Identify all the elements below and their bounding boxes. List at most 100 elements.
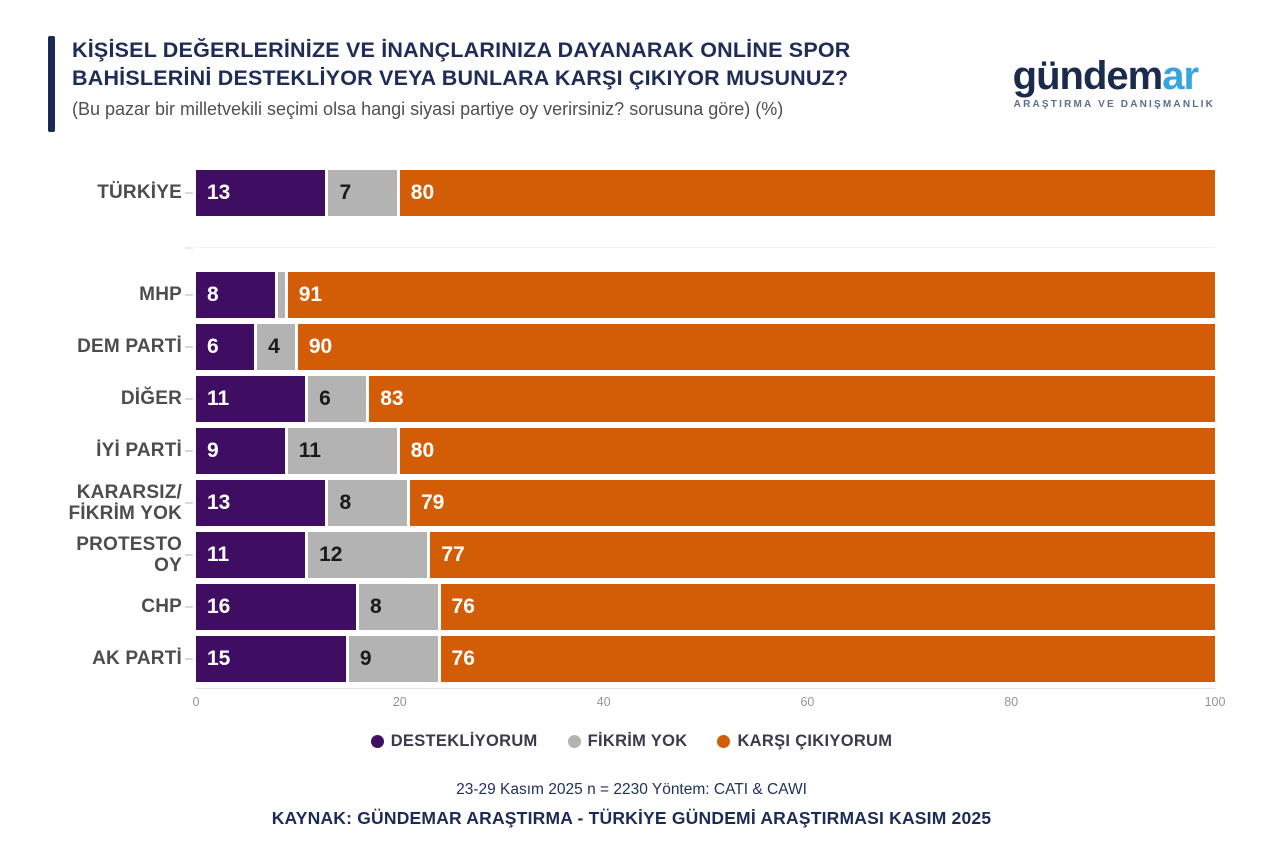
- title-accent-bar: [48, 36, 55, 132]
- bar-value-label: 8: [207, 283, 219, 306]
- bar-value-label: 15: [207, 647, 231, 670]
- bar-value-label: 77: [441, 543, 465, 566]
- bar-value-label: 12: [319, 543, 343, 566]
- bar-value-label: 76: [451, 647, 475, 670]
- legend-label: KARŞI ÇIKIYORUM: [737, 732, 893, 750]
- category-tick: [185, 658, 193, 660]
- bar-segment-destekli-yorum: 13: [196, 170, 329, 216]
- bar-track: 13 8 79: [185, 480, 1215, 526]
- logo-part-blue: ar: [1162, 54, 1199, 98]
- legend-dot-icon: [370, 735, 384, 748]
- category-label: KARARSIZ/FİKRİM YOK: [48, 482, 196, 525]
- category-label-line: DEM PARTİ: [77, 336, 182, 358]
- bar-segment-fi-kri-m-yok: 8: [328, 480, 410, 526]
- bar-value-label: 90: [308, 335, 333, 358]
- legend-label: FİKRİM YOK: [587, 732, 688, 750]
- stacked-bar-chart: TÜRKİYE 13 7 80 MHP 8 91 DEM PARTİ 6 4 90 DİĞ…: [48, 170, 1215, 682]
- chart-row: KARARSIZ/FİKRİM YOK 13 8 79: [48, 480, 1215, 526]
- category-label-line: TÜRKİYE: [97, 182, 182, 204]
- category-label-line: AK PARTİ: [92, 648, 182, 670]
- logo-part-navy: gündem: [1012, 54, 1164, 98]
- bar-value-label: 8: [370, 595, 382, 618]
- category-tick: [185, 554, 193, 556]
- bar-segment-fi-kri-m-yok: 8: [359, 584, 441, 630]
- category-label: DİĞER: [48, 388, 196, 409]
- source-note: KAYNAK: GÜNDEMAR ARAŞTIRMA - TÜRKİYE GÜN…: [271, 808, 992, 828]
- category-label-line: KARARSIZ/: [76, 481, 182, 503]
- bar-value-label: 7: [339, 181, 352, 204]
- category-label-line: CHP: [141, 596, 182, 618]
- category-label: PROTESTO OY: [48, 534, 196, 577]
- row-separator: [48, 222, 1215, 272]
- footer: 23-29 Kasım 2025 n = 2230 Yöntem: CATI &…: [48, 781, 1215, 829]
- bar-value-label: 80: [410, 181, 435, 204]
- bar-segment-fi-kri-m-yok: 12: [308, 532, 431, 578]
- category-label: İYİ PARTİ: [48, 440, 196, 461]
- bar-segment-destekli-yorum: 8: [196, 272, 278, 318]
- title-bold-text: ONLİNE SPOR BAHİSLERİNİ: [72, 38, 851, 91]
- bar-value-label: 6: [207, 335, 219, 358]
- chart-row: MHP 8 91: [48, 272, 1215, 318]
- x-axis-tick-label: 0: [192, 695, 200, 709]
- page-title: KİŞİSEL DEĞERLERİNİZE VE İNANÇLARINIZA D…: [72, 36, 977, 93]
- legend-dot-icon: [717, 735, 731, 748]
- bar-track: 15 9 76: [185, 636, 1215, 682]
- bar-value-label: 13: [207, 181, 231, 204]
- legend-item: FİKRİM YOK: [567, 732, 688, 751]
- bar-segment-kar-i-ikiyorum: 76: [440, 636, 1215, 682]
- bar-value-label: 11: [207, 543, 230, 566]
- bar-track: 11 12 77: [185, 532, 1215, 578]
- axis-spacer: [48, 688, 196, 714]
- x-axis-tick-label: 100: [1204, 695, 1226, 709]
- bar-segment-kar-i-ikiyorum: 90: [297, 324, 1215, 370]
- category-tick: [185, 294, 193, 296]
- chart-row: PROTESTO OY 11 12 77: [48, 532, 1215, 578]
- legend-item: KARŞI ÇIKIYORUM: [717, 732, 892, 751]
- title-regular-text: KİŞİSEL DEĞERLERİNİZE VE İNANÇLARINIZA D…: [72, 38, 701, 62]
- category-tick: [185, 606, 193, 608]
- x-axis-ticks: 0 20 40 60 80 100: [192, 688, 1225, 714]
- chart-row: DEM PARTİ 6 4 90: [48, 324, 1215, 370]
- bar-value-label: 6: [319, 387, 331, 410]
- bar-segment-kar-i-ikiyorum: 83: [369, 376, 1215, 422]
- bar-segment-kar-i-ikiyorum: 80: [399, 428, 1215, 474]
- category-label-line: FİKRİM YOK: [68, 503, 182, 524]
- category-tick: [185, 502, 193, 504]
- chart-row: DİĞER 11 6 83: [48, 376, 1215, 422]
- methodology-note: 23-29 Kasım 2025 n = 2230 Yöntem: CATI &…: [456, 781, 807, 798]
- x-axis-tick-label: 80: [1004, 695, 1019, 709]
- category-tick: [185, 346, 193, 348]
- x-axis-tick-label: 20: [392, 695, 407, 709]
- bar-value-label: 11: [207, 387, 230, 410]
- bar-track: 6 4 90: [185, 324, 1215, 370]
- chart-row: İYİ PARTİ 9 11 80: [48, 428, 1215, 474]
- bar-segment-destekli-yorum: 6: [196, 324, 258, 370]
- bar-segment-destekli-yorum: 13: [196, 480, 329, 526]
- bar-segment-kar-i-ikiyorum: 80: [399, 170, 1215, 216]
- x-axis-tick-label: 60: [800, 695, 815, 709]
- bar-track: 11 6 83: [185, 376, 1215, 422]
- category-label: TÜRKİYE: [48, 182, 196, 203]
- bar-segment-fi-kri-m-yok: 6: [308, 376, 370, 422]
- legend-item: DESTEKLİYORUM: [370, 732, 538, 751]
- bar-segment-kar-i-ikiyorum: 77: [430, 532, 1215, 578]
- category-label-line: DİĞER: [120, 388, 182, 410]
- bar-track: 8 91: [185, 272, 1215, 318]
- x-axis-tick-label: 40: [596, 695, 611, 709]
- category-label: CHP: [48, 596, 196, 617]
- bar-value-label: 8: [339, 491, 352, 514]
- bar-segment-destekli-yorum: 11: [196, 532, 309, 578]
- bar-segment-fi-kri-m-yok: [277, 272, 288, 318]
- bar-value-label: 16: [207, 595, 231, 618]
- category-label: MHP: [48, 284, 196, 305]
- bar-value-label: 76: [451, 595, 475, 618]
- category-label: AK PARTİ: [48, 648, 196, 669]
- title-block: KİŞİSEL DEĞERLERİNİZE VE İNANÇLARINIZA D…: [72, 36, 977, 120]
- separator-gridline: [185, 246, 1215, 249]
- bar-segment-destekli-yorum: 16: [196, 584, 360, 630]
- chart-row: AK PARTİ 15 9 76: [48, 636, 1215, 682]
- logo-wordmark: gündemar: [996, 56, 1215, 96]
- category-label-line: MHP: [139, 284, 182, 306]
- category-label-line: PROTESTO OY: [76, 533, 182, 576]
- x-axis: 0 20 40 60 80 100: [48, 688, 1225, 714]
